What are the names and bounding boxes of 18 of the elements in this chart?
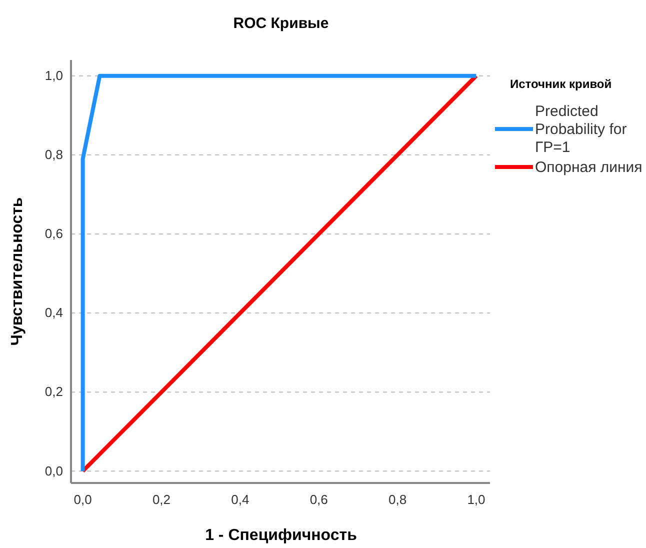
y-tick-label: 0,6 [44, 226, 63, 242]
x-axis-title: 1 - Специфичность [205, 527, 358, 544]
legend-title: Источник кривой [510, 77, 612, 91]
y-axis-title: Чувствительность [9, 197, 26, 346]
y-tick-label: 0,4 [44, 305, 63, 320]
x-tick-label: 0,4 [231, 492, 250, 508]
y-tick-label: 1,0 [44, 68, 63, 83]
legend-label: Опорная линия [535, 159, 642, 176]
y-tick-label: 0,0 [44, 463, 63, 478]
x-tick-label: 0,8 [388, 492, 407, 508]
x-tick-label: 0,0 [74, 492, 92, 508]
chart-title: ROC Кривые [233, 15, 329, 32]
x-tick-label: 1,0 [467, 492, 486, 508]
y-tick-label: 0,8 [44, 147, 63, 162]
x-tick-label: 0,2 [152, 492, 171, 508]
x-tick-label: 0,6 [310, 492, 328, 508]
y-tick-label: 0,2 [44, 384, 63, 400]
legend-label: Predicted Probability for ГР=1 [535, 103, 627, 156]
